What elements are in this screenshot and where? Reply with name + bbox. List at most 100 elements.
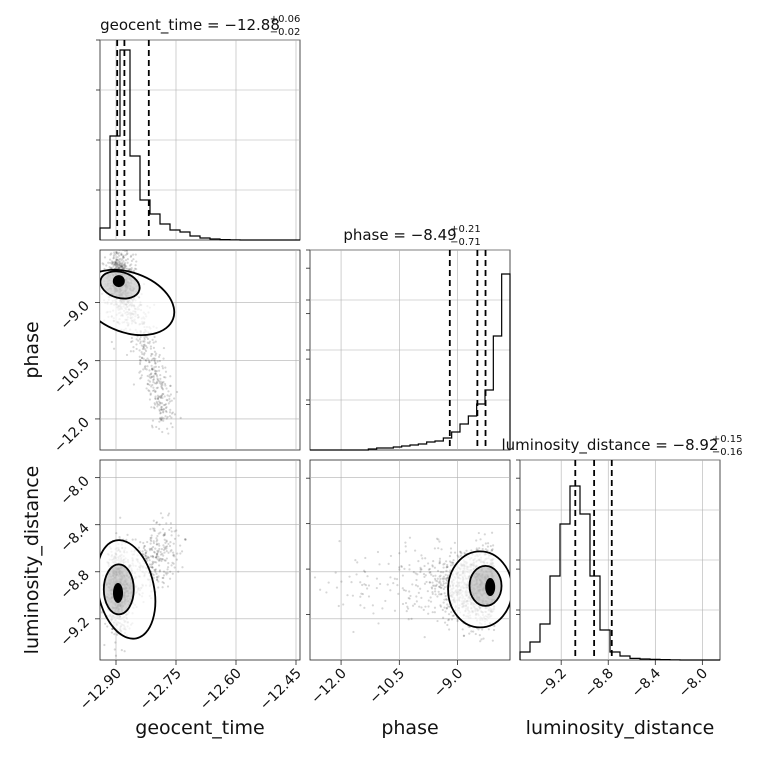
sample-point (169, 541, 172, 544)
sample-point (155, 373, 158, 376)
sample-point (431, 590, 434, 594)
sample-point (404, 601, 408, 605)
sample-point (481, 628, 484, 631)
sample-point (112, 347, 116, 350)
sample-point (113, 633, 116, 636)
title-sup-phase: +0.21 (450, 224, 481, 235)
sample-point (170, 399, 173, 402)
sample-point (167, 514, 170, 517)
sample-point (116, 261, 119, 265)
sample-point (167, 402, 170, 405)
sample-point (157, 555, 160, 558)
sample-point (184, 538, 187, 541)
sample-point (154, 354, 157, 357)
sample-point (420, 554, 423, 557)
sample-point (167, 432, 170, 435)
sample-point (149, 538, 152, 541)
sample-point (165, 539, 168, 542)
sample-point (425, 580, 428, 584)
sample-point (134, 538, 137, 541)
sample-point (451, 561, 454, 564)
sample-point (162, 534, 166, 537)
sample-point (120, 262, 123, 265)
sample-point (118, 536, 121, 539)
sample-point (159, 550, 162, 554)
sample-point (144, 349, 148, 353)
sample-point (408, 536, 412, 539)
sample-point (113, 253, 116, 256)
sample-point (489, 544, 492, 548)
sample-point (159, 512, 163, 515)
sample-point (384, 599, 387, 603)
sample-point (163, 382, 167, 386)
sample-point (140, 351, 143, 354)
sample-point (179, 544, 182, 547)
sample-point (446, 574, 450, 577)
sample-point (181, 566, 184, 569)
sample-point (442, 566, 445, 569)
sample-point (352, 630, 355, 634)
sample-point (146, 382, 149, 385)
sample-point (116, 265, 119, 268)
sample-point (155, 576, 158, 579)
sample-point (108, 258, 112, 261)
sample-point (154, 390, 157, 393)
sample-point (414, 549, 417, 552)
x-axis-label-phase: phase (381, 717, 438, 739)
sample-point (436, 619, 439, 623)
sample-point (151, 368, 154, 372)
sample-point (154, 556, 158, 559)
sample-point (356, 561, 359, 564)
sample-point (145, 387, 148, 390)
sample-point (120, 264, 123, 268)
sample-point (159, 396, 163, 399)
sample-point (155, 578, 159, 581)
sample-point (430, 587, 434, 590)
sample-point (153, 359, 156, 362)
sample-point (145, 550, 148, 553)
sample-point (121, 261, 124, 264)
sample-point (183, 538, 187, 541)
sample-point (143, 545, 146, 548)
sample-point (161, 383, 164, 387)
sample-point (389, 576, 392, 579)
sample-point (381, 607, 384, 610)
sample-point (158, 369, 161, 372)
sample-point (148, 375, 151, 378)
sample-point (470, 549, 473, 552)
sample-point (431, 592, 434, 596)
sample-point (411, 583, 414, 586)
sample-point (165, 550, 168, 553)
sample-point (398, 566, 401, 569)
sample-point (144, 367, 147, 370)
sample-point (160, 558, 164, 561)
sample-point (149, 393, 152, 396)
sample-point (152, 376, 155, 379)
sample-point (168, 577, 172, 580)
sample-point (120, 253, 123, 256)
sample-point (153, 382, 156, 385)
sample-point (154, 362, 157, 365)
sample-point (152, 573, 155, 576)
x-tick-label: −8.8 (582, 666, 617, 701)
sample-point (408, 563, 411, 567)
y-axis-label-luminosity_distance: luminosity_distance (21, 466, 43, 655)
sample-point (139, 377, 142, 380)
sample-point (162, 534, 165, 537)
density-peak (485, 578, 496, 597)
sample-point (134, 253, 137, 256)
sample-point (156, 402, 159, 405)
sample-point (479, 538, 482, 541)
sample-point (477, 628, 480, 631)
hist-panel-luminosity_distance (516, 459, 721, 661)
sample-point (165, 398, 168, 401)
sample-point (424, 557, 427, 560)
sample-point (407, 618, 410, 621)
sample-point (161, 388, 165, 391)
sample-point (438, 560, 441, 563)
sample-point (125, 353, 129, 357)
sample-point (132, 346, 135, 349)
sample-point (158, 409, 161, 413)
sample-point (406, 605, 409, 608)
sample-point (163, 546, 166, 549)
